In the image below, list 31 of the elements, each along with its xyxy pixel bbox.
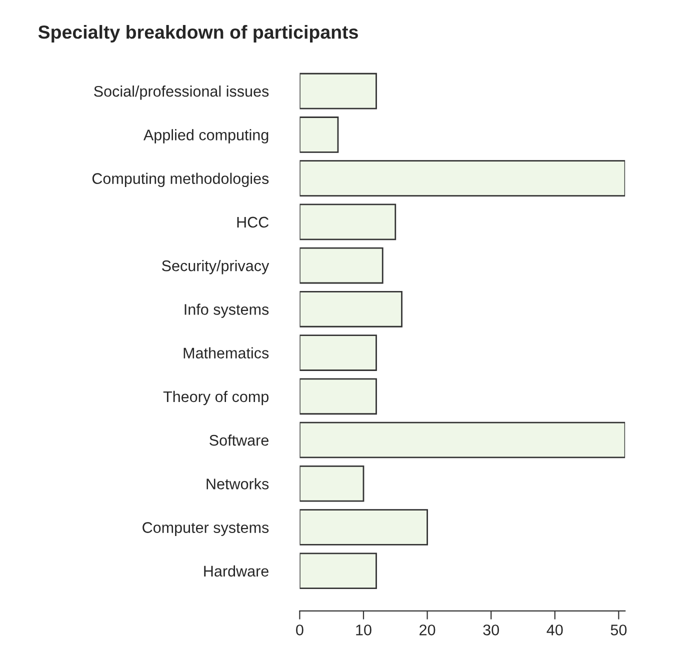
y-tick-label: Computer systems <box>142 522 269 536</box>
bar <box>300 334 377 371</box>
y-tick-label: Applied computing <box>143 129 268 144</box>
y-tick-label: Computing methodologies <box>92 172 269 188</box>
x-tick-label: 40 <box>546 624 563 636</box>
bar <box>300 116 339 153</box>
y-tick-label: HCC <box>237 216 269 228</box>
bar <box>300 466 364 502</box>
x-tick-label: 50 <box>610 624 627 636</box>
y-tick-label: Security/privacy <box>162 260 270 274</box>
y-tick-label: Mathematics <box>184 347 269 358</box>
y-tick-label: Social/professional issues <box>94 86 269 100</box>
y-tick-label: Hardware <box>204 565 268 577</box>
chart-title: Specialty breakdown of participants <box>38 25 358 42</box>
bar <box>300 291 402 328</box>
y-tick-label: Info systems <box>184 304 269 318</box>
bar <box>300 378 377 415</box>
bar <box>300 247 384 284</box>
y-tick-label: Theory of comp <box>163 390 269 406</box>
x-tick-label: 30 <box>483 624 499 636</box>
x-tick-label: 20 <box>420 624 436 636</box>
bar <box>300 509 428 546</box>
x-tick-label: 0 <box>296 624 304 636</box>
bar <box>300 552 377 590</box>
bar <box>300 160 626 196</box>
bar <box>300 72 377 110</box>
y-tick-label: Networks <box>206 478 269 490</box>
x-tick-label: 10 <box>356 624 372 636</box>
bar <box>300 204 396 240</box>
bar <box>300 422 626 458</box>
y-tick-label: Software <box>210 434 268 446</box>
